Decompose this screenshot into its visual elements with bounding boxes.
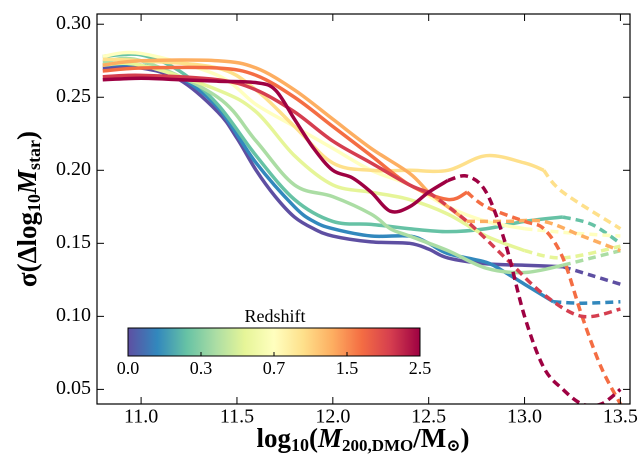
series-line	[102, 65, 468, 202]
lines	[102, 50, 622, 404]
colorbar-tick-label: 0.0	[117, 358, 140, 378]
y-label-part: 10	[24, 194, 44, 212]
series-line	[465, 190, 622, 404]
x-tick-label: 13.0	[507, 406, 542, 428]
y-tick-label: 0.30	[56, 12, 91, 34]
x-tick-label: 11.0	[124, 406, 158, 428]
x-tick-label: 12.5	[411, 406, 446, 428]
x-axis-label: log10(M200,DMO/M⊙)	[256, 423, 469, 455]
x-label-part: (	[309, 423, 318, 453]
series-line	[562, 265, 621, 286]
series-line	[102, 56, 564, 275]
x-tick-label: 13.5	[603, 406, 638, 428]
colorbar	[127, 327, 421, 357]
y-label-part: )	[12, 131, 42, 140]
series-line	[524, 244, 621, 260]
x-tick-label: 12.0	[315, 406, 350, 428]
x-label-part: 10	[291, 435, 309, 455]
y-axis-label: σ(Δlog10Mstar)	[12, 131, 44, 287]
series-line	[447, 173, 622, 404]
colorbar-tick-label: 2.5	[409, 358, 432, 378]
y-tick-label: 0.05	[56, 377, 91, 399]
x-label-part: 200,DMO	[342, 436, 413, 455]
x-label-part: ⊙	[446, 436, 460, 455]
y-tick-label: 0.15	[56, 231, 91, 253]
colorbar-tick-label: 0.3	[190, 358, 213, 378]
series-line	[553, 300, 621, 305]
y-tick-label: 0.20	[56, 158, 91, 180]
colorbar-tick-label: 0.7	[263, 358, 286, 378]
y-tick-label: 0.10	[56, 304, 91, 326]
y-label-part: σ(Δlog	[12, 211, 42, 287]
series-line	[524, 226, 621, 238]
y-label-part: M	[12, 169, 42, 195]
plot-frame	[96, 13, 631, 405]
x-label-part: )	[461, 423, 470, 453]
colorbar-label: Redshift	[245, 306, 306, 326]
series-line	[102, 76, 449, 214]
x-label-part: log	[256, 423, 291, 453]
colorbar-tick-label: 1.5	[336, 358, 359, 378]
x-label-part: /M	[412, 423, 446, 453]
series-line	[467, 218, 622, 253]
series-line	[102, 52, 564, 234]
y-label-part: star	[24, 140, 44, 170]
x-tick-label: 11.5	[220, 406, 254, 428]
series-line	[562, 248, 621, 267]
series-line	[102, 65, 563, 269]
series-line	[427, 190, 621, 319]
series-line	[562, 215, 622, 245]
series-line	[102, 62, 555, 304]
y-tick-label: 0.25	[56, 85, 91, 107]
series-line	[102, 73, 430, 194]
x-label-part: M	[317, 423, 343, 453]
series-line	[542, 169, 622, 231]
